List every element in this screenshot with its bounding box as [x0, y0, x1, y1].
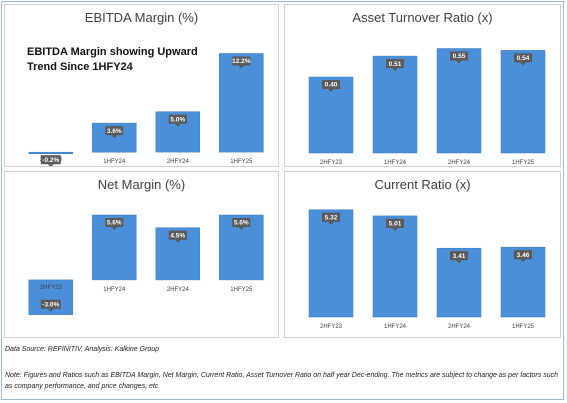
data-label: 0.55	[450, 51, 468, 64]
category-label: 2HFY24	[167, 159, 190, 165]
category-label: 1HFY24	[103, 287, 126, 293]
data-source-text: Data Source: REFINITIV, Analysis: Kalkin…	[5, 346, 160, 353]
chart-title: Net Margin (%)	[97, 177, 186, 192]
svg-text:3.6%: 3.6%	[107, 128, 122, 135]
bar-1hfy24	[372, 55, 418, 154]
bar-1hfy25	[500, 50, 546, 154]
svg-text:3.41: 3.41	[453, 253, 466, 260]
data-label: 3.41	[450, 251, 468, 264]
asset-turnover-chart: Asset Turnover Ratio (x) 2HFY23 0.40 1HFY2…	[284, 4, 561, 167]
svg-text:5.32: 5.32	[325, 214, 338, 221]
svg-text:4.5%: 4.5%	[170, 232, 185, 239]
svg-text:3.46: 3.46	[517, 252, 530, 259]
chart-annotation: EBITDA Margin showing Upward Trend Since…	[27, 46, 198, 73]
ebitda-margin-chart: EBITDA Margin (%) EBITDA Margin showing …	[4, 4, 279, 167]
data-label: 0.40	[322, 80, 340, 92]
category-label: 1HFY24	[103, 159, 126, 165]
note-text: Note: Figures and Ratios such as EBITDA …	[5, 372, 558, 390]
category-label: 1HFY24	[384, 160, 407, 166]
data-label: 5.32	[322, 212, 340, 225]
ebitda-margin-plot: 2HFY23-0.2%1HFY243.6%2HFY245.0%1HFY2512.…	[28, 53, 264, 166]
category-label: 1HFY25	[512, 324, 535, 330]
current-ratio-plot: 2HFY23 5.32 1HFY24 5.01 2HFY24 3.41 1HFY25 3.46	[308, 209, 546, 330]
data-label: -0.2%	[40, 155, 61, 166]
category-label: 1HFY24	[384, 324, 407, 330]
chart-title: Asset Turnover Ratio (x)	[352, 10, 493, 25]
current-ratio-chart: Current Ratio (x) 2HFY23 5.32 1HFY24 5.01 2H…	[284, 171, 561, 338]
category-label: 2HFY23	[40, 285, 63, 291]
category-label: 1HFY25	[512, 160, 535, 166]
bar-2hfy24	[155, 111, 201, 153]
data-label: 0.54	[514, 53, 532, 66]
bar-2hfy24	[436, 48, 482, 154]
bar-1hfy25	[219, 53, 264, 153]
data-label: 5.6%	[105, 218, 124, 230]
data-label: 4.5%	[168, 230, 187, 243]
category-label: 1HFY25	[230, 287, 253, 293]
svg-text:0.55: 0.55	[453, 53, 466, 60]
bar-2hfy23	[308, 209, 354, 318]
category-label: 2HFY23	[320, 160, 343, 166]
asset-turnover-plot: 2HFY23 0.40 1HFY24 0.51 2HFY24 0.55 1HFY25 0.54	[308, 48, 546, 166]
svg-text:0.54: 0.54	[517, 55, 530, 62]
net-margin-plot: 2HFY23 -3.0% 1HFY24 5.6% 2HFY24 4.5% 1HFY25 5.6…	[28, 214, 264, 315]
svg-text:5.6%: 5.6%	[107, 220, 122, 227]
chart-title: EBITDA Margin (%)	[84, 10, 199, 25]
chart-title: Current Ratio (x)	[374, 177, 471, 192]
svg-text:12.2%: 12.2%	[232, 58, 251, 65]
svg-text:5.6%: 5.6%	[234, 220, 249, 227]
category-label: 2HFY24	[448, 160, 471, 166]
category-label: 1HFY25	[230, 159, 253, 165]
svg-text:-0.2%: -0.2%	[42, 157, 59, 164]
svg-text:0.51: 0.51	[389, 61, 402, 68]
data-label: -3.0%	[40, 299, 61, 312]
svg-text:5.0%: 5.0%	[170, 116, 185, 123]
data-label: 3.6%	[105, 126, 124, 139]
svg-text:5.01: 5.01	[389, 221, 402, 228]
category-label: 2HFY24	[448, 324, 471, 330]
bar-1hfy24	[372, 215, 418, 318]
data-label: 12.2%	[232, 56, 251, 69]
svg-text:0.40: 0.40	[325, 82, 338, 89]
svg-text:-3.0%: -3.0%	[42, 301, 59, 308]
net-margin-chart: Net Margin (%) 2HFY23 -3.0% 1HFY24 5.6% 2HFY…	[4, 171, 279, 338]
category-label: 2HFY23	[320, 324, 343, 330]
category-label: 2HFY24	[167, 287, 190, 293]
data-label: 5.0%	[168, 114, 187, 127]
bar-2hfy23	[28, 151, 74, 155]
data-label: 5.6%	[232, 218, 251, 230]
data-label: 3.46	[514, 250, 532, 263]
data-label: 5.01	[386, 218, 404, 231]
data-label: 0.51	[386, 59, 404, 72]
